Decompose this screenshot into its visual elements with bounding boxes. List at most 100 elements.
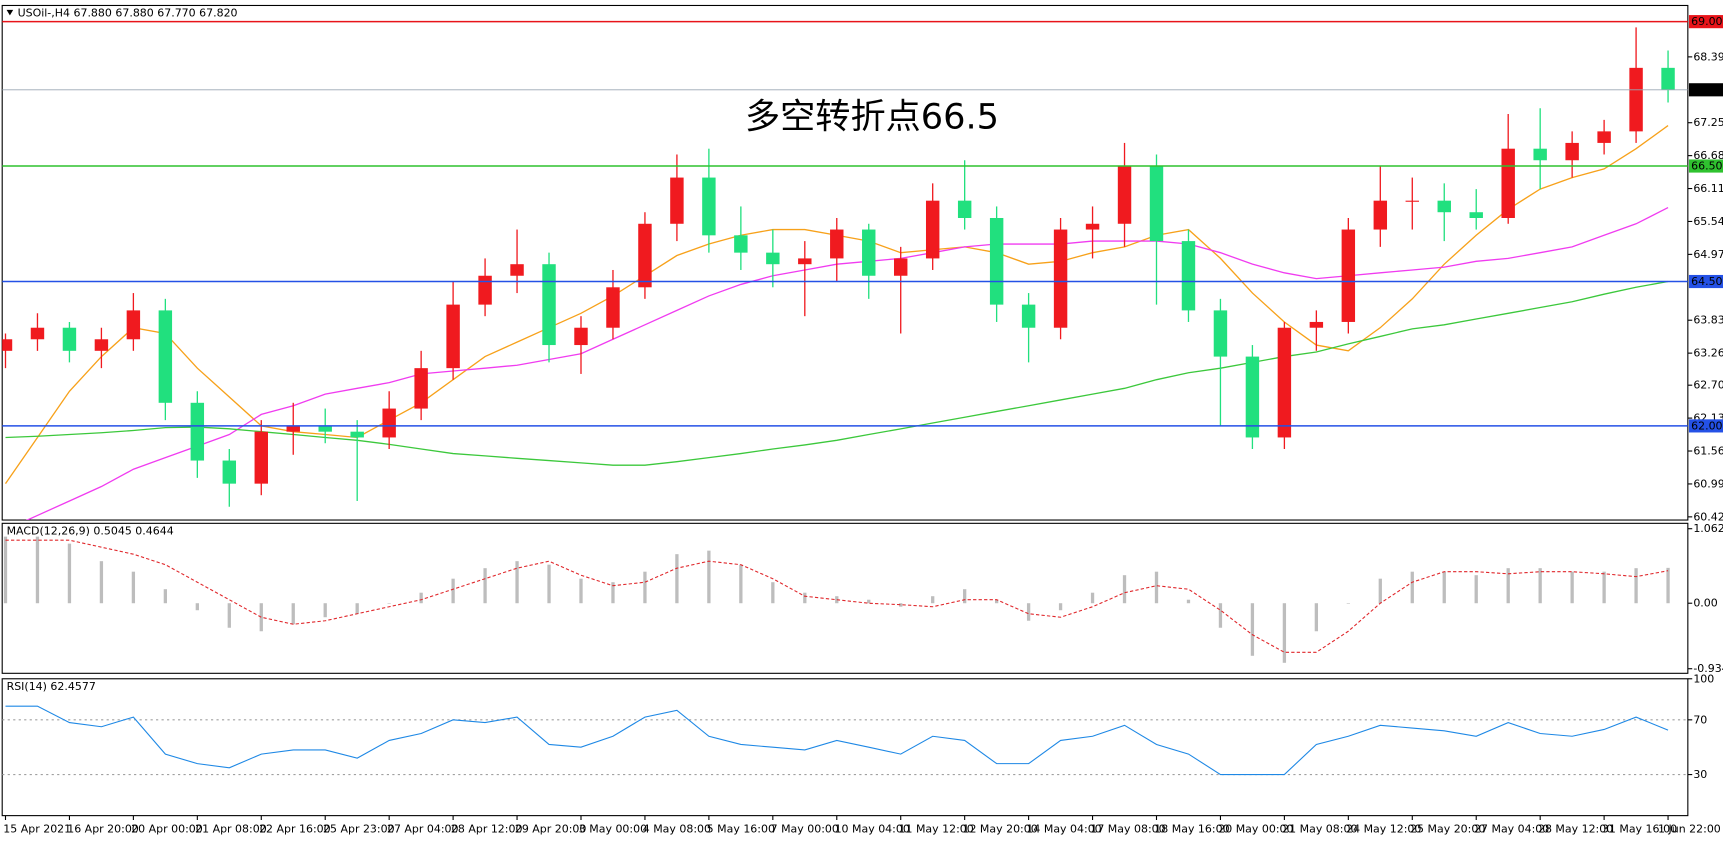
y-tick-label: 100: [1693, 672, 1714, 685]
macd-bar: [867, 599, 871, 604]
candle-body: [94, 339, 109, 351]
x-tick-label: 22 Apr 16:00: [259, 822, 331, 835]
x-tick-label: 1 Jun 22:00: [1658, 822, 1721, 835]
candle-body: [414, 368, 428, 409]
annotation: 多空转折点66.5: [745, 97, 999, 138]
candle-body: [1373, 200, 1388, 230]
level-label: 66.500: [1691, 160, 1723, 173]
x-tick-label: 3 May 00:00: [579, 822, 647, 835]
macd-bar: [771, 582, 775, 604]
macd-bar: [1218, 603, 1223, 628]
macd-bar: [1154, 571, 1159, 604]
macd-bar: [1506, 568, 1510, 604]
candle-body: [766, 252, 780, 265]
rsi-line: [5, 705, 1669, 776]
x-tick-label: 7 May 00:00: [771, 822, 839, 835]
macd-bar: [1602, 571, 1606, 604]
candle-body: [1501, 148, 1515, 218]
macd-bar: [739, 564, 743, 604]
y-tick-label: 70: [1693, 713, 1707, 726]
main-panel: [1, 4, 1689, 521]
candle-body: [126, 310, 141, 340]
candle-body: [1181, 241, 1196, 311]
macd-bar: [131, 571, 136, 604]
candle-body: [478, 275, 492, 305]
macd-bar: [259, 603, 263, 632]
candle-body: [894, 258, 908, 276]
y-tick-label: 61.565: [1693, 445, 1723, 458]
macd-bar: [483, 568, 487, 604]
candle-body: [798, 258, 812, 265]
rsi-panel: [1, 678, 1689, 817]
macd-bar: [1378, 578, 1382, 604]
y-tick-label: 65.540: [1693, 215, 1723, 228]
candle-body: [670, 177, 684, 224]
candle-body: [606, 287, 620, 328]
macd-title: MACD(12,26,9) 0.5045 0.4644: [7, 524, 174, 537]
candle-body: [989, 217, 1004, 305]
x-tick-label: 11 May 12:00: [899, 822, 974, 835]
candle-body: [286, 425, 300, 432]
x-tick-label: 12 May 20:00: [962, 822, 1037, 835]
candle-body: [734, 235, 748, 253]
level-label-box: [1688, 15, 1723, 29]
macd-bar: [291, 603, 295, 625]
candle-body: [1469, 212, 1483, 218]
macd-bar: [1026, 603, 1031, 621]
macd-bar: [3, 536, 8, 604]
macd-bar: [643, 571, 647, 604]
x-tick-label: 25 Apr 23:00: [323, 822, 395, 835]
macd-bar: [1122, 575, 1127, 604]
candle-body: [1533, 148, 1547, 161]
level-label: 67.820: [1691, 83, 1723, 96]
menu-arrow: [6, 9, 14, 16]
candle-body: [1565, 142, 1579, 161]
macd-bar: [35, 536, 40, 604]
macd-bar: [195, 603, 199, 611]
candle-body: [350, 431, 364, 438]
y-tick-label: 60.995: [1693, 477, 1723, 490]
macd-bar: [1538, 568, 1542, 604]
macd-bar: [931, 596, 935, 604]
macd-bar: [99, 561, 104, 604]
candle-body: [254, 431, 268, 484]
candle-body: [1213, 310, 1228, 357]
level-label: 62.000: [1691, 419, 1723, 432]
level-label-box: [1688, 419, 1723, 433]
macd-bar: [547, 564, 551, 604]
macd-bar: [899, 603, 903, 607]
candle-body: [1245, 356, 1260, 438]
rsi-title: RSI(14) 62.4577: [7, 680, 96, 693]
y-tick-label: 66.110: [1693, 182, 1723, 195]
macd-bar: [1442, 571, 1446, 604]
y-tick-label: 30: [1693, 768, 1707, 781]
candle-body: [158, 310, 173, 403]
candle-body: [62, 327, 77, 351]
candle-body: [1149, 166, 1164, 242]
x-tick-label: 10 May 04:00: [835, 822, 910, 835]
macd-bar: [1634, 568, 1638, 604]
y-tick-label: 0.00: [1693, 597, 1717, 610]
macd-bar: [1346, 603, 1350, 604]
macd-bar: [835, 596, 839, 604]
macd-bar: [1058, 603, 1063, 611]
macd-bar: [1410, 571, 1414, 604]
candle-body: [510, 264, 524, 276]
macd-bar: [1250, 603, 1255, 656]
level-label-box: [1688, 83, 1723, 97]
macd-bar: [163, 589, 168, 604]
macd-bar: [1474, 575, 1478, 604]
candle-body: [222, 460, 237, 484]
candle-body: [30, 327, 45, 340]
macd-bar: [707, 550, 711, 604]
y-tick-label: 63.260: [1693, 347, 1723, 360]
macd-bar: [1186, 599, 1191, 604]
macd-bar: [963, 589, 967, 604]
moving-average: [4, 125, 1669, 485]
x-tick-label: 27 Apr 04:00: [387, 822, 459, 835]
candle-body: [1309, 321, 1324, 328]
macd-bar: [451, 578, 455, 604]
x-tick-label: 17 May 08:00: [1090, 822, 1165, 835]
candle-body: [830, 229, 844, 259]
y-tick-label: 1.0629: [1693, 522, 1723, 535]
